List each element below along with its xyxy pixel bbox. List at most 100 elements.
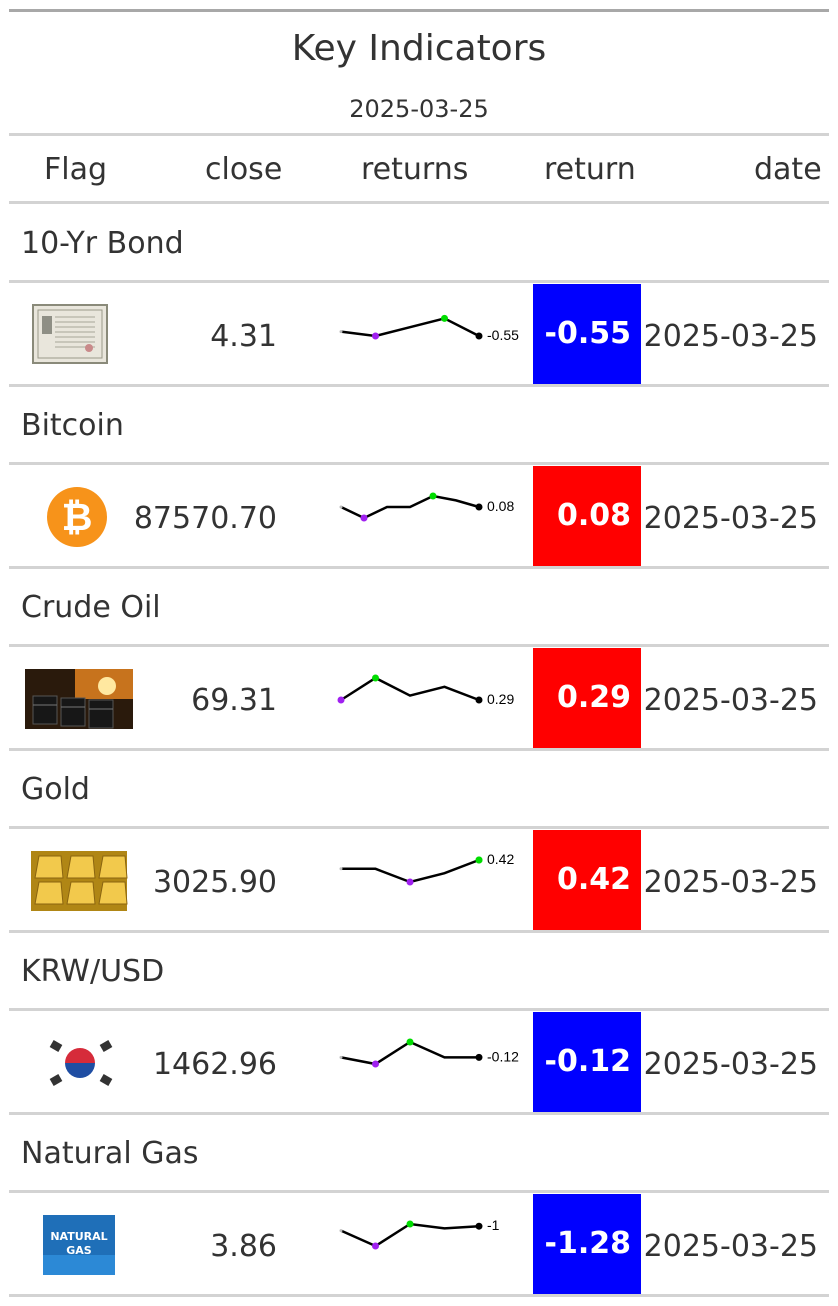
returns-sparkline: 0.42: [329, 830, 549, 934]
returns-sparkline: -1: [329, 1194, 549, 1298]
bond-certificate-icon: [32, 304, 108, 364]
table-row: 4.31 -0.55 -0.55 2025-03-25: [9, 284, 829, 388]
table-row: 3025.90 0.42 0.42 2025-03-25: [9, 830, 829, 934]
date-value: 2025-03-25: [643, 865, 818, 900]
return-badge: -0.12: [533, 1012, 641, 1112]
close-value: 1462.96: [152, 1047, 277, 1082]
sparkline-high-point: [372, 674, 379, 682]
sparkline-end-label: -1: [487, 1217, 500, 1233]
sparkline-low-point: [337, 696, 345, 704]
row-rule: [9, 748, 829, 751]
sparkline-chart: 0.29: [337, 674, 514, 707]
table-row: 69.31 0.29 0.29 2025-03-25: [9, 648, 829, 752]
header-bottom-rule: [9, 201, 829, 204]
sparkline-line: [340, 676, 480, 702]
sparkline-line: [340, 494, 480, 520]
sparkline-end-label: 0.42: [487, 851, 514, 867]
row-rule: [9, 566, 829, 569]
sparkline-low-point: [406, 878, 414, 886]
sparkline-start-point: [339, 1055, 343, 1059]
group-rule: [9, 1008, 829, 1011]
flag-cell: [15, 1028, 135, 1102]
sparkline-high-point: [429, 492, 437, 500]
sparkline-chart: -0.55: [339, 314, 519, 343]
korea-flag-icon: [45, 1033, 115, 1093]
row-rule: [9, 1294, 829, 1297]
natural-gas-flag-text-line1: NATURAL: [50, 1230, 107, 1243]
date-value: 2025-03-25: [643, 1047, 818, 1082]
flag-cell: [15, 846, 135, 920]
table-subtitle: 2025-03-25: [349, 95, 489, 123]
return-badge: -1.28: [533, 1194, 641, 1294]
column-header-returns: returns: [361, 152, 469, 187]
table-row: NATURAL GAS 3.86 -1 -1.28 2025-03-25: [9, 1194, 829, 1298]
date-value: 2025-03-25: [643, 319, 818, 354]
sparkline-end-label: -0.12: [487, 1048, 519, 1064]
table-title: Key Indicators: [291, 28, 547, 69]
flag-cell: NATURAL GAS: [15, 1210, 135, 1284]
date-value: 2025-03-25: [643, 501, 818, 536]
group-label: Natural Gas: [21, 1136, 199, 1171]
returns-sparkline: -0.12: [329, 1012, 549, 1116]
group-label: Gold: [21, 772, 90, 807]
column-header-return: return: [544, 152, 636, 187]
table-row: 1462.96 -0.12 -0.12 2025-03-25: [9, 1012, 829, 1116]
group-rule: [9, 1190, 829, 1193]
row-rule: [9, 930, 829, 933]
group-rule: [9, 462, 829, 465]
returns-sparkline: 0.08: [329, 466, 549, 570]
date-value: 2025-03-25: [643, 1229, 818, 1264]
svg-text:₿: ₿: [62, 495, 93, 539]
sparkline-chart: 0.08: [339, 492, 514, 522]
return-badge: 0.08: [533, 466, 641, 566]
sparkline-high-point: [406, 1220, 414, 1228]
date-value: 2025-03-25: [643, 683, 818, 718]
header-top-rule: [9, 133, 829, 136]
close-value: 3025.90: [152, 865, 277, 900]
close-value: 3.86: [210, 1229, 277, 1264]
table-row: ₿ 87570.70 0.08 0.08 2025-03-25: [9, 466, 829, 570]
group-label: Bitcoin: [21, 408, 124, 443]
column-header-date: date: [754, 152, 822, 187]
sparkline-end-point: [475, 1222, 483, 1230]
row-rule: [9, 1112, 829, 1115]
sparkline-start-point: [339, 867, 343, 871]
close-value: 69.31: [191, 683, 277, 718]
sparkline-low-point: [372, 1060, 379, 1068]
group-label: Crude Oil: [21, 590, 161, 625]
top-rule: [9, 9, 829, 12]
natural-gas-flag-text-line2: GAS: [66, 1244, 92, 1257]
gold-bars-icon: [31, 851, 128, 911]
sparkline-high-point: [406, 1038, 414, 1046]
return-badge: 0.42: [533, 830, 641, 930]
column-header-close: close: [205, 152, 283, 187]
sparkline-start-point: [339, 1229, 343, 1233]
sparkline-start-point: [339, 505, 343, 509]
sparkline-end-point: [475, 696, 483, 704]
sparkline-end-label: -0.55: [487, 327, 519, 343]
sparkline-end-point: [475, 1053, 483, 1061]
sparkline-end-point: [475, 503, 483, 511]
sparkline-low-point: [360, 514, 368, 522]
group-rule: [9, 826, 829, 829]
flag-cell: ₿: [15, 482, 135, 556]
group-label: 10-Yr Bond: [21, 226, 184, 261]
group-rule: [9, 644, 829, 647]
crude-oil-barrels-icon: [25, 669, 133, 729]
sparkline-chart: 0.42: [339, 851, 514, 886]
sparkline-low-point: [372, 1242, 379, 1250]
return-badge: -0.55: [533, 284, 641, 384]
return-badge: 0.29: [533, 648, 641, 748]
returns-sparkline: 0.29: [329, 648, 549, 752]
group-rule: [9, 280, 829, 283]
flag-cell: [15, 300, 135, 374]
column-header-flag: Flag: [44, 152, 108, 187]
flag-cell: [15, 664, 135, 738]
sparkline-end-point: [475, 856, 483, 864]
sparkline-end-label: 0.08: [487, 498, 514, 514]
sparkline-low-point: [372, 332, 379, 340]
sparkline-start-point: [339, 330, 343, 334]
close-value: 4.31: [210, 319, 277, 354]
sparkline-chart: -0.12: [339, 1038, 519, 1068]
sparkline-end-point: [475, 332, 483, 340]
